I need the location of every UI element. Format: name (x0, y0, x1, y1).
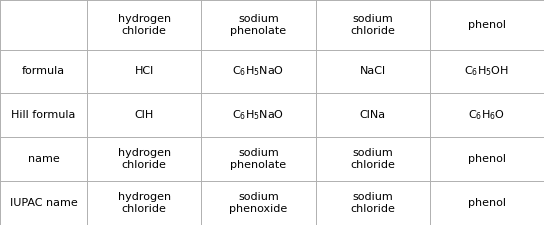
Text: phenol: phenol (468, 198, 506, 208)
Text: sodium
phenolate: sodium phenolate (230, 148, 287, 170)
Text: IUPAC name: IUPAC name (10, 198, 77, 208)
Text: name: name (28, 154, 59, 164)
Text: hydrogen
chloride: hydrogen chloride (118, 14, 171, 36)
Text: sodium
chloride: sodium chloride (350, 148, 395, 170)
Text: phenol: phenol (468, 20, 506, 30)
Text: $\mathregular{C_6H_5NaO}$: $\mathregular{C_6H_5NaO}$ (232, 108, 285, 122)
Text: NaCl: NaCl (360, 66, 386, 77)
Text: hydrogen
chloride: hydrogen chloride (118, 148, 171, 170)
Text: ClNa: ClNa (360, 110, 386, 120)
Text: ClH: ClH (134, 110, 154, 120)
Text: sodium
chloride: sodium chloride (350, 192, 395, 214)
Text: $\mathregular{C_6H_5NaO}$: $\mathregular{C_6H_5NaO}$ (232, 65, 285, 78)
Text: formula: formula (22, 66, 65, 77)
Text: sodium
phenoxide: sodium phenoxide (229, 192, 288, 214)
Text: phenol: phenol (468, 154, 506, 164)
Text: sodium
phenolate: sodium phenolate (230, 14, 287, 36)
Text: HCl: HCl (134, 66, 154, 77)
Text: Hill formula: Hill formula (11, 110, 76, 120)
Text: $\mathregular{C_6H_6O}$: $\mathregular{C_6H_6O}$ (468, 108, 505, 122)
Text: hydrogen
chloride: hydrogen chloride (118, 192, 171, 214)
Text: $\mathregular{C_6H_5OH}$: $\mathregular{C_6H_5OH}$ (465, 65, 509, 78)
Text: sodium
chloride: sodium chloride (350, 14, 395, 36)
